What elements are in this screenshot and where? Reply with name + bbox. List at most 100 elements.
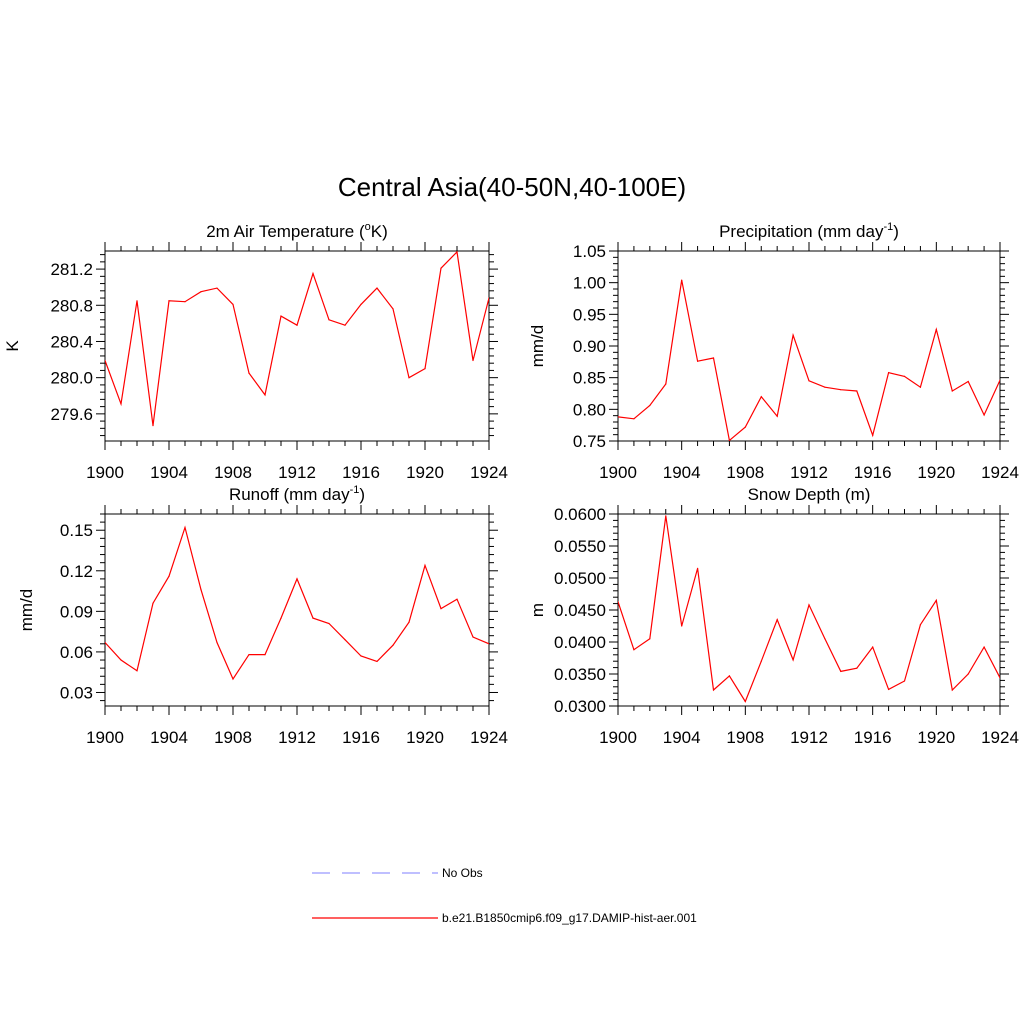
y-tick-label: 0.0450 xyxy=(554,601,606,620)
y-axis-label: mm/d xyxy=(17,589,36,632)
data-point xyxy=(681,625,683,627)
y-tick-label: 1.00 xyxy=(573,274,606,293)
data-point xyxy=(168,300,170,302)
data-point xyxy=(424,564,426,567)
x-tick-label: 1924 xyxy=(981,463,1019,482)
data-point xyxy=(728,675,731,677)
data-point xyxy=(618,601,619,603)
data-point xyxy=(136,300,138,302)
data-point xyxy=(152,602,154,604)
y-tick-label: 0.15 xyxy=(60,521,93,540)
plot-frame xyxy=(617,250,1001,442)
y-tick-label: 0.0550 xyxy=(554,537,606,556)
x-tick-label: 1908 xyxy=(214,728,252,747)
panel-title: Runoff (mm day-1) xyxy=(229,484,365,504)
data-point xyxy=(456,251,458,253)
data-point xyxy=(776,619,778,621)
x-tick-label: 1900 xyxy=(599,463,637,482)
y-tick-label: 281.2 xyxy=(50,260,93,279)
data-point xyxy=(376,287,378,289)
data-point xyxy=(840,670,842,673)
y-tick-label: 0.0300 xyxy=(554,697,606,716)
data-point xyxy=(697,567,699,570)
data-point xyxy=(296,324,298,326)
plot-frame xyxy=(104,513,490,707)
x-tick-label: 1904 xyxy=(663,463,701,482)
series-line-1 xyxy=(618,279,1000,441)
y-axis-label: m xyxy=(528,603,547,617)
data-point xyxy=(744,426,746,428)
data-point xyxy=(280,315,282,317)
legend-label-no-obs: No Obs xyxy=(442,866,483,880)
data-point xyxy=(903,375,906,377)
data-point xyxy=(456,598,458,600)
data-point xyxy=(665,515,667,517)
series-line-1 xyxy=(105,525,489,681)
x-tick-label: 1924 xyxy=(470,728,508,747)
y-tick-label: 1.05 xyxy=(573,242,606,261)
data-point xyxy=(919,386,922,388)
data-point xyxy=(488,643,489,645)
data-point xyxy=(376,660,378,663)
plot-frame xyxy=(104,250,490,442)
panel-title: Snow Depth (m) xyxy=(748,485,871,504)
y-tick-label: 0.0500 xyxy=(554,569,606,588)
x-tick-label: 1904 xyxy=(150,463,188,482)
legend: No Obs b.e21.B1850cmip6.f09_g17.DAMIP-hi… xyxy=(312,866,697,925)
data-point xyxy=(424,368,426,370)
y-tick-label: 0.0400 xyxy=(554,633,606,652)
data-point xyxy=(983,646,985,648)
y-tick-label: 0.09 xyxy=(60,602,93,621)
data-point xyxy=(983,414,985,416)
x-tick-label: 1920 xyxy=(917,728,955,747)
data-point xyxy=(697,360,699,362)
x-tick-label: 1900 xyxy=(86,463,124,482)
data-point xyxy=(360,303,362,305)
data-point xyxy=(105,641,106,644)
data-point xyxy=(248,372,250,374)
data-point xyxy=(856,667,858,669)
panel-title-text: Precipitation (mm day xyxy=(719,222,884,241)
data-point xyxy=(328,319,330,321)
x-tick-label: 1916 xyxy=(342,463,380,482)
data-point xyxy=(728,439,731,441)
x-tick-label: 1904 xyxy=(663,728,701,747)
x-tick-label: 1920 xyxy=(917,463,955,482)
data-point xyxy=(312,273,314,275)
y-tick-label: 280.0 xyxy=(50,369,93,388)
x-tick-label: 1916 xyxy=(342,728,380,747)
data-point xyxy=(136,670,138,672)
data-point xyxy=(618,416,619,418)
x-tick-label: 1900 xyxy=(599,728,637,747)
data-point xyxy=(903,680,906,682)
data-point xyxy=(888,372,890,374)
data-point xyxy=(744,700,746,703)
data-point xyxy=(633,418,635,420)
panel-title-superscript: -1 xyxy=(350,484,360,496)
data-point xyxy=(681,279,683,281)
series-line-1 xyxy=(618,515,1000,703)
y-tick-label: 0.95 xyxy=(573,305,606,324)
chart-panel-3: 1900 1904 1908 1912 1916 1920 1924 0.03 0.06 0.09… xyxy=(17,484,508,747)
data-point xyxy=(232,303,234,305)
data-point xyxy=(280,617,282,619)
data-point xyxy=(649,404,651,407)
x-tick-label: 1904 xyxy=(150,728,188,747)
data-point xyxy=(120,659,122,661)
data-point xyxy=(264,654,266,656)
data-point xyxy=(888,688,890,691)
panel-title-text: Snow Depth (m) xyxy=(748,485,871,504)
data-point xyxy=(216,287,218,289)
y-axis-label: K xyxy=(3,340,22,352)
data-point xyxy=(488,297,489,299)
legend-label-model: b.e21.B1850cmip6.f09_g17.DAMIP-hist-aer.… xyxy=(442,911,697,925)
panel-title-text: Runoff (mm day xyxy=(229,485,350,504)
panel-title-text: 2m Air Temperature ( xyxy=(206,222,365,241)
data-point xyxy=(840,389,842,391)
data-point xyxy=(872,434,874,436)
data-point xyxy=(408,377,410,379)
data-point xyxy=(168,575,170,577)
y-axis-label: mm/d xyxy=(528,325,547,368)
x-tick-label: 1924 xyxy=(981,728,1019,747)
data-point xyxy=(999,379,1000,381)
